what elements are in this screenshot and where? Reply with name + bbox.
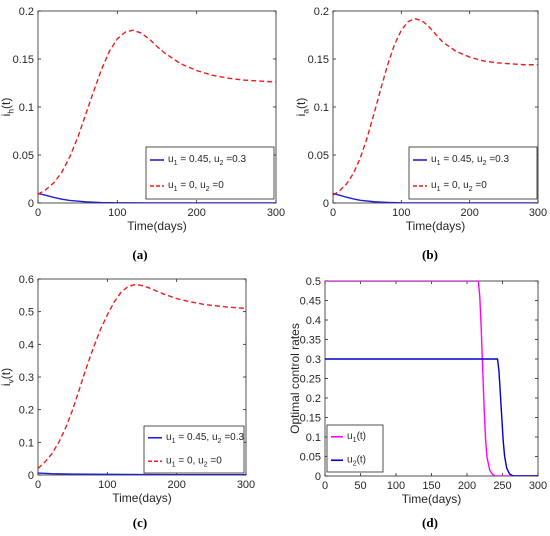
- chart-panel-3: 0 100 200 300 0 0.1 0.2 0.3 0.4 0.5 0.6 Time(days) i…: [0, 274, 255, 530]
- x-tick-label: 300: [267, 207, 285, 219]
- y-tick-label: 0: [28, 198, 34, 210]
- legend-entry: u1 = 0.45, u2 =0.3: [166, 432, 245, 445]
- y-tick-label: 0.2: [306, 393, 321, 405]
- legend: u1 = 0.45, u2 =0.3 u1 = 0, u2 =0: [143, 425, 245, 474]
- legend-box: [143, 425, 245, 474]
- x-tick-label: 0: [330, 207, 336, 219]
- legend-entry: u1 = 0.45, u2 =0.3: [431, 154, 510, 167]
- x-axis-label: Time(days): [127, 219, 187, 233]
- x-tick-label: 0: [35, 207, 41, 219]
- x-tick-label: 200: [167, 479, 185, 491]
- x-tick-label: 200: [187, 207, 205, 219]
- legend-entry: u1(t): [347, 431, 366, 444]
- y-tick-label: 0.2: [19, 405, 34, 417]
- legend: u1(t) u2(t): [326, 424, 384, 473]
- y-tick-label: 0.1: [19, 437, 34, 449]
- y-tick-label: 0.15: [300, 413, 321, 425]
- x-tick-label: 300: [237, 479, 255, 491]
- x-tick-label: 150: [422, 480, 440, 492]
- y-tick-label: 0.25: [300, 374, 321, 386]
- x-tick-label: 100: [387, 480, 405, 492]
- series-line-2: [38, 29, 276, 195]
- x-tick-label: 100: [108, 207, 126, 219]
- y-tick-label: 0.6: [19, 274, 34, 286]
- series-line-2: [325, 358, 538, 476]
- x-axis-label: Time(days): [402, 492, 462, 506]
- y-tick-label: 0.5: [19, 307, 34, 319]
- chart-panel-2: 0 100 200 300 0 0.05 0.1 0.15 0.2 Time(days) ia(t)…: [294, 6, 547, 262]
- y-tick-label: 0.3: [306, 354, 321, 366]
- y-tick-label: 0.1: [306, 432, 321, 444]
- panel-label: (d): [422, 515, 438, 530]
- x-tick-label: 250: [493, 480, 511, 492]
- x-tick-label: 100: [98, 479, 116, 491]
- legend: u1 = 0.45, u2 =0.3 u1 = 0, u2 =0: [408, 146, 538, 200]
- legend-entry: u1 = 0, u2 =0: [431, 180, 487, 193]
- y-axis-label: ih(t): [0, 98, 16, 117]
- y-axis-label: ia(t): [294, 98, 311, 117]
- x-axis-label: Time(days): [112, 491, 172, 505]
- y-axis-label: Optimal control rates: [288, 323, 302, 434]
- y-tick-label: 0: [315, 471, 321, 483]
- series-line-2: [38, 283, 246, 469]
- x-tick-label: 100: [392, 207, 410, 219]
- legend-box: [145, 146, 275, 200]
- series-line-2: [333, 17, 538, 196]
- x-tick-label: 300: [529, 207, 547, 219]
- legend: u1 = 0.45, u2 =0.3 u1 = 0, u2 =0: [145, 146, 275, 200]
- series-line-1: [325, 281, 538, 476]
- y-tick-label: 0.15: [308, 54, 329, 66]
- panel-label: (b): [422, 247, 438, 262]
- y-tick-label: 0.05: [13, 150, 34, 162]
- x-tick-label: 200: [458, 480, 476, 492]
- x-tick-label: 0: [35, 479, 41, 491]
- y-tick-label: 0.4: [19, 339, 34, 351]
- y-tick-label: 0.1: [314, 102, 329, 114]
- y-tick-label: 0.15: [13, 54, 34, 66]
- y-tick-label: 0.05: [300, 452, 321, 464]
- legend-box: [326, 424, 384, 473]
- y-tick-label: 0.45: [300, 296, 321, 308]
- legend-entry: u1 = 0.45, u2 =0.3: [168, 154, 247, 167]
- panel-label: (a): [132, 247, 147, 262]
- legend-entry: u1 = 0, u2 =0: [168, 180, 224, 193]
- y-tick-label: 0.5: [306, 276, 321, 288]
- legend-entry: u2(t): [347, 454, 366, 467]
- x-tick-label: 300: [529, 480, 547, 492]
- legend-entry: u1 = 0, u2 =0: [166, 455, 222, 468]
- panel-label: (c): [133, 515, 147, 530]
- y-tick-label: 0.35: [300, 335, 321, 347]
- y-axis-label: iv(t): [0, 368, 16, 386]
- y-tick-label: 0.05: [308, 150, 329, 162]
- x-axis-label: Time(days): [406, 219, 466, 233]
- y-tick-label: 0: [28, 470, 34, 482]
- series-line-1: [38, 472, 246, 475]
- y-tick-label: 0: [323, 198, 329, 210]
- series-line-1: [38, 192, 276, 203]
- chart-panel-4: 0 50 100 150 200 250 300 0 0.05 0.1 0.15 0.2 0.25 0.3…: [288, 276, 547, 530]
- y-tick-label: 0.4: [306, 315, 321, 327]
- y-tick-label: 0.2: [314, 6, 329, 18]
- series-line-1: [333, 192, 538, 203]
- x-tick-label: 50: [354, 480, 366, 492]
- legend-box: [408, 146, 538, 200]
- y-tick-label: 0.3: [19, 372, 34, 384]
- chart-panel-1: 0 100 200 300 0 0.05 0.1 0.15 0.2 Time(days) ih(t)…: [0, 6, 285, 262]
- y-tick-label: 0.2: [19, 6, 34, 18]
- y-tick-label: 0.1: [19, 102, 34, 114]
- x-tick-label: 200: [460, 207, 478, 219]
- x-tick-label: 0: [322, 480, 328, 492]
